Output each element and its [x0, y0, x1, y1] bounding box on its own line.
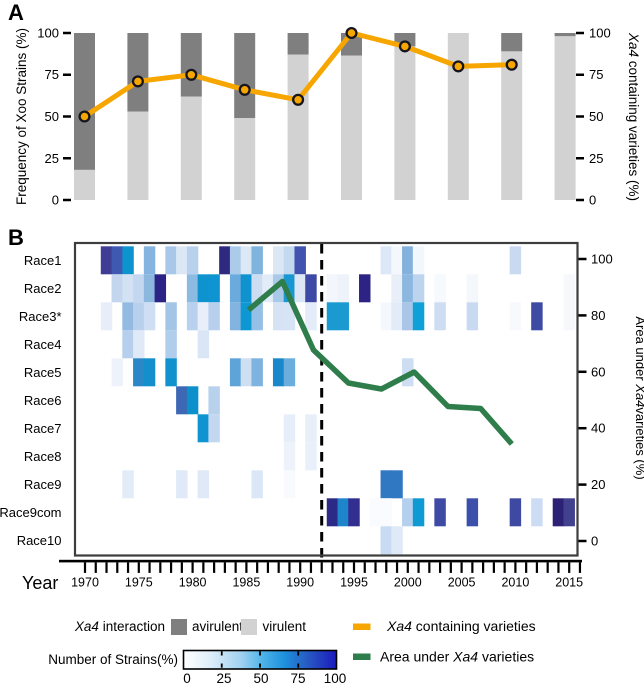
svg-text:2005: 2005	[448, 576, 476, 590]
svg-text:virulent: virulent	[263, 619, 307, 634]
svg-text:avirulent: avirulent	[192, 619, 243, 634]
svg-text:Race1: Race1	[24, 253, 62, 268]
svg-text:0: 0	[591, 534, 598, 549]
svg-text:20: 20	[591, 477, 605, 492]
svg-text:100: 100	[37, 26, 59, 41]
svg-text:Xa4 interaction: Xa4 interaction	[74, 619, 165, 634]
svg-text:Race5: Race5	[24, 365, 62, 380]
svg-text:80: 80	[591, 308, 605, 323]
svg-text:75: 75	[45, 67, 59, 82]
svg-text:Race7: Race7	[24, 421, 62, 436]
svg-text:25: 25	[216, 671, 231, 685]
svg-text:Race6: Race6	[24, 393, 62, 408]
svg-text:Year: Year	[22, 573, 58, 593]
svg-text:Xa4 containing varieties (%): Xa4 containing varieties (%)	[626, 32, 641, 201]
svg-text:60: 60	[591, 364, 605, 379]
svg-text:1990: 1990	[286, 576, 314, 590]
svg-text:Area under Xa4 varieties: Area under Xa4 varieties	[380, 649, 534, 665]
svg-text:25: 25	[45, 151, 59, 166]
svg-text:2015: 2015	[555, 576, 583, 590]
svg-text:50: 50	[45, 109, 59, 124]
svg-text:1995: 1995	[340, 576, 368, 590]
svg-text:1970: 1970	[71, 576, 99, 590]
svg-text:50: 50	[253, 671, 268, 685]
svg-text:40: 40	[591, 421, 605, 436]
svg-text:50: 50	[589, 109, 603, 124]
svg-text:Frequency of Xoo Strains (%): Frequency of Xoo Strains (%)	[14, 28, 29, 205]
svg-text:Race9: Race9	[24, 477, 62, 492]
svg-text:1985: 1985	[232, 576, 260, 590]
svg-text:B: B	[8, 225, 24, 250]
svg-text:Race3*: Race3*	[19, 309, 62, 324]
svg-text:Number of Strains(%): Number of Strains(%)	[48, 652, 178, 667]
svg-text:1980: 1980	[179, 576, 207, 590]
svg-text:100: 100	[591, 252, 613, 267]
svg-text:0: 0	[52, 193, 59, 208]
svg-text:Race9com: Race9com	[0, 505, 62, 520]
svg-text:100: 100	[324, 671, 347, 685]
svg-text:0: 0	[183, 671, 191, 685]
svg-text:Race8: Race8	[24, 449, 62, 464]
svg-text:2000: 2000	[394, 576, 422, 590]
svg-text:Race4: Race4	[24, 337, 62, 352]
svg-text:0: 0	[589, 193, 596, 208]
svg-text:A: A	[8, 0, 24, 25]
svg-text:Race10: Race10	[17, 533, 62, 548]
svg-text:Race2: Race2	[24, 281, 62, 296]
svg-text:1975: 1975	[125, 576, 153, 590]
svg-text:75: 75	[290, 671, 305, 685]
svg-text:Area under Xa4varieties (%): Area under Xa4varieties (%)	[633, 316, 644, 479]
svg-text:100: 100	[589, 26, 611, 41]
svg-text:25: 25	[589, 151, 603, 166]
svg-text:Xa4 containing varieties: Xa4 containing varieties	[386, 618, 536, 634]
svg-text:75: 75	[589, 67, 603, 82]
svg-text:2010: 2010	[501, 576, 529, 590]
